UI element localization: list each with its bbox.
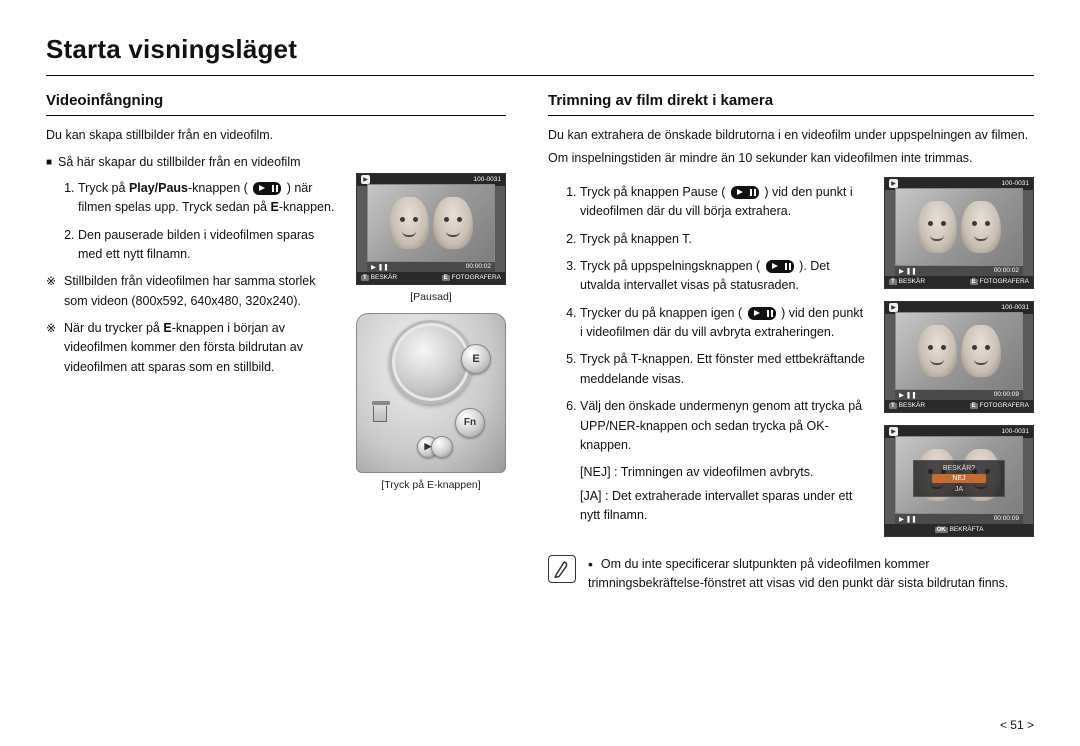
right-step-4: Trycker du på knappen igen ( ) vid den p… <box>580 304 866 343</box>
play-pause-icon <box>731 186 759 199</box>
lcd-bottom-bar: TBESKÄR EFOTOGRAFERA <box>357 272 505 284</box>
left-steps: Tryck på Play/Paus-knappen ( ) när filme… <box>46 179 340 265</box>
face-left <box>389 197 429 249</box>
right-heading-rule <box>548 115 1034 116</box>
face-right <box>433 197 473 249</box>
result-ja: [JA] : Det extraherade intervallet spara… <box>548 487 866 526</box>
right-step-6: Välj den önskade undermenyn genom att tr… <box>580 397 866 455</box>
left-content-row: Tryck på Play/Paus-knappen ( ) när filme… <box>46 173 506 495</box>
play-pause-icon <box>253 182 281 195</box>
document-page: Starta visningsläget Videoinfångning Du … <box>0 0 1080 746</box>
trash-icon <box>373 406 387 422</box>
caption-paused: [Pausad] <box>410 291 451 303</box>
right-text-block: Tryck på knappen Pause ( ) vid den punkt… <box>548 177 866 526</box>
play-pause-icon <box>748 307 776 320</box>
page-title: Starta visningsläget <box>46 34 1034 65</box>
right-column: Trimning av film direkt i kamera Du kan … <box>548 92 1034 594</box>
note-icon <box>548 555 576 583</box>
e-button: E <box>461 344 491 374</box>
left-note-2: När du trycker på E-knappen i början av … <box>46 319 340 377</box>
left-heading-rule <box>46 115 506 116</box>
left-note-1: Stillbilden från videofilmen har samma s… <box>46 272 340 311</box>
right-step-5: Tryck på T-knappen. Ett fönster med ettb… <box>580 350 866 389</box>
caption-e-button: [Tryck på E-knappen] <box>381 479 480 491</box>
camera-lcd-trim-2: ▶100-0031 ▶ ❚❚00:00:09 TBESKÄR EFOTOGRAF… <box>884 301 1034 413</box>
left-heading: Videoinfångning <box>46 92 506 109</box>
left-text-block: Tryck på Play/Paus-knappen ( ) när filme… <box>46 173 340 377</box>
left-step-2: Den pauserade bilden i videofilmen spara… <box>78 226 340 265</box>
right-intro-2: Om inspelningstiden är mindre än 10 seku… <box>548 149 1034 168</box>
left-notes: Stillbilden från videofilmen har samma s… <box>46 272 340 377</box>
right-steps: Tryck på knappen Pause ( ) vid den punkt… <box>548 183 866 456</box>
sample-faces <box>389 197 473 249</box>
right-step-2: Tryck på knappen T. <box>580 230 866 249</box>
right-image-stack: ▶100-0031 ▶ ❚❚00:00:02 TBESKÄR EFOTOGRAF… <box>884 177 1034 537</box>
left-step-1: Tryck på Play/Paus-knappen ( ) när filme… <box>78 179 340 218</box>
howto-list: Så här skapar du stillbilder från en vid… <box>46 153 506 172</box>
two-column-layout: Videoinfångning Du kan skapa stillbilder… <box>46 92 1034 594</box>
file-counter: 100-0031 <box>474 176 501 183</box>
camera-lcd-trim-1: ▶100-0031 ▶ ❚❚00:00:02 TBESKÄR EFOTOGRAF… <box>884 177 1034 289</box>
lcd-photo-area <box>367 184 495 262</box>
dialog-title: BESKÄR? <box>943 465 975 472</box>
right-intro-1: Du kan extrahera de önskade bildrutorna … <box>548 126 1034 145</box>
note-box: Om du inte specificerar slutpunkten på v… <box>548 553 1034 594</box>
play-pause-icon <box>766 260 794 273</box>
camera-lcd-paused: ▶ 100-0031 ▶ ❚❚ 00:00:02 <box>356 173 506 285</box>
page-number: < 51 > <box>1000 718 1034 732</box>
pause-state-icon: ▶ ❚❚ <box>371 263 389 271</box>
left-intro: Du kan skapa stillbilder från en videofi… <box>46 126 506 145</box>
note-list: Om du inte specificerar slutpunkten på v… <box>588 553 1034 594</box>
left-image-stack: ▶ 100-0031 ▶ ❚❚ 00:00:02 <box>356 173 506 495</box>
lcd-time-band: ▶ ❚❚ 00:00:02 <box>367 262 495 272</box>
left-column: Videoinfångning Du kan skapa stillbilder… <box>46 92 506 594</box>
right-step-3: Tryck på uppspelningsknappen ( ). Det ut… <box>580 257 866 296</box>
result-nej: [NEJ] : Trimningen av videofilmen avbryt… <box>548 463 866 482</box>
howto-label: Så här skapar du stillbilder från en vid… <box>46 153 506 172</box>
camera-lcd-confirm: ▶100-0031 BESKÄR? NEJ JA ▶ ❚❚00:00:09 OK… <box>884 425 1034 537</box>
dialog-opt-other: JA <box>932 485 986 494</box>
right-heading: Trimning av film direkt i kamera <box>548 92 1034 109</box>
fn-button: Fn <box>455 408 485 438</box>
note-text: Om du inte specificerar slutpunkten på v… <box>588 553 1034 594</box>
confirm-dialog: BESKÄR? NEJ JA <box>913 460 1005 497</box>
camera-body-illustration: E Fn ▶ <box>356 313 506 473</box>
title-rule <box>46 75 1034 76</box>
right-content-row: Tryck på knappen Pause ( ) vid den punkt… <box>548 177 1034 537</box>
small-button-2 <box>431 436 453 458</box>
elapsed-time: 00:00:02 <box>466 263 491 270</box>
right-step-1: Tryck på knappen Pause ( ) vid den punkt… <box>580 183 866 222</box>
dialog-opt-selected: NEJ <box>932 474 986 483</box>
